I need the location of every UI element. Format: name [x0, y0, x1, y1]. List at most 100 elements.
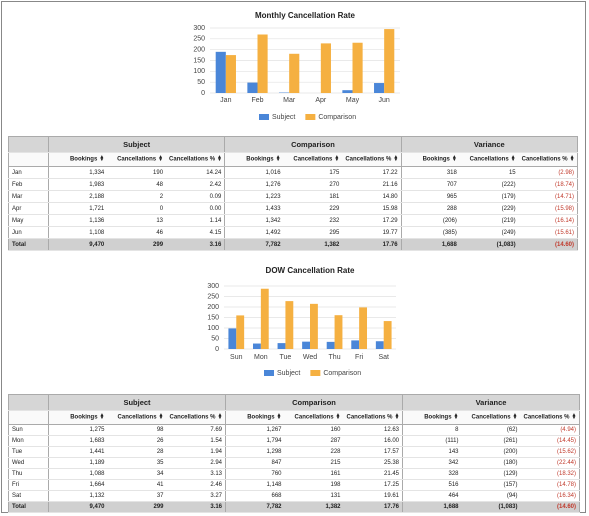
legend-label: Subject [277, 370, 300, 377]
column-header[interactable]: Cancellations % ▲ ▼ [342, 152, 402, 167]
column-header[interactable]: Cancellations % ▲ ▼ [518, 152, 578, 167]
blank [8, 136, 49, 153]
x-tick-label: Wed [303, 354, 317, 361]
y-tick-label: 0 [201, 90, 205, 97]
column-header[interactable]: Bookings ▲ ▼ [400, 152, 460, 167]
bar [383, 321, 392, 349]
column-label: Cancellations [471, 414, 511, 421]
column-header[interactable]: Bookings ▲ ▼ [48, 152, 108, 167]
cell: 4.15 [166, 226, 225, 239]
monthly-table: Subject Comparison Variance Bookings ▲ ▼ Cance… [8, 136, 578, 251]
column-label: Bookings [422, 156, 450, 163]
bar [342, 90, 353, 93]
x-tick-label: Sat [378, 354, 389, 361]
sort-icon: ▲ ▼ [510, 154, 516, 164]
x-tick-label: Mon [254, 354, 268, 361]
column-header[interactable]: Cancellations ▲ ▼ [461, 410, 521, 425]
data-row: Tue 1,441 28 1.94 1,298 228 17.57 143 (200) (15.6… [8, 446, 580, 458]
bar [228, 328, 237, 349]
bar [374, 83, 385, 93]
y-tick-label: 150 [193, 57, 205, 64]
cell: 7,782 [224, 238, 284, 251]
column-header[interactable]: Bookings ▲ ▼ [48, 410, 108, 425]
bar [277, 343, 286, 349]
column-label: Cancellations % [169, 414, 216, 421]
cell: May [8, 214, 49, 227]
cell: (1,083) [461, 501, 521, 513]
sort-icon: ▲ ▼ [569, 154, 575, 164]
cell: (94) [461, 490, 521, 502]
column-header[interactable]: Cancellations % ▲ ▼ [166, 152, 225, 167]
cell: 2 [107, 190, 167, 203]
cell: 3.13 [166, 468, 226, 480]
cell: 14.24 [166, 166, 225, 179]
cell: 19.61 [343, 490, 403, 502]
bar [352, 42, 363, 93]
column-label: Bookings [70, 414, 98, 421]
column-header[interactable]: Bookings ▲ ▼ [224, 152, 284, 167]
y-tick-label: 250 [193, 36, 205, 43]
cell: 175 [283, 166, 343, 179]
group-row: Subject Comparison Variance [8, 136, 578, 153]
legend-swatch [305, 114, 316, 120]
data-row: May 1,136 13 1.14 1,342 232 17.29 (206) (219) (16… [8, 214, 578, 227]
column-header[interactable]: Cancellations ▲ ▼ [284, 410, 344, 425]
cell: 19.77 [342, 226, 402, 239]
bar [257, 34, 268, 93]
column-header[interactable]: Bookings ▲ ▼ [402, 410, 462, 425]
cell: (129) [461, 468, 521, 480]
cell: 161 [284, 468, 344, 480]
column-header[interactable]: Cancellations ▲ ▼ [459, 152, 519, 167]
cell: (2.98) [518, 166, 578, 179]
cell: (14.78) [520, 479, 580, 491]
cell: (14.45) [520, 435, 580, 447]
sort-icon: ▲ ▼ [451, 154, 457, 164]
cell: 7.69 [166, 424, 226, 436]
total-row: Total 9,470 299 3.16 7,782 1,382 17.76 1,688 (1,… [8, 238, 578, 251]
y-tick-label: 200 [193, 47, 205, 54]
column-label: Cancellations % [521, 156, 568, 163]
column-label: Cancellations [293, 156, 333, 163]
cell: 1.54 [166, 435, 226, 447]
cell: 847 [225, 457, 285, 469]
bar [215, 51, 226, 93]
data-row: Thu 1,088 34 3.13 760 161 21.45 328 (129) (18.32) [8, 468, 580, 480]
sort-icon: ▲ ▼ [393, 154, 399, 164]
column-label: Cancellations [469, 156, 509, 163]
column-header[interactable]: Bookings ▲ ▼ [225, 410, 285, 425]
cell: 14.80 [342, 190, 402, 203]
data-row: Fri 1,664 41 2.46 1,148 198 17.25 516 (157) (14.7… [8, 479, 580, 491]
cell: 1,136 [48, 214, 108, 227]
column-header[interactable]: Cancellations % ▲ ▼ [343, 410, 403, 425]
cell: 1,492 [224, 226, 284, 239]
sort-icon: ▲ ▼ [335, 412, 341, 422]
column-header[interactable]: Cancellations % ▲ ▼ [166, 410, 226, 425]
cell: 965 [400, 190, 460, 203]
sort-icon: ▲ ▼ [571, 412, 577, 422]
column-header[interactable]: Cancellations ▲ ▼ [283, 152, 343, 167]
column-header[interactable]: Cancellations % ▲ ▼ [520, 410, 580, 425]
cell: Tue [8, 446, 49, 458]
cell: (1,083) [459, 238, 519, 251]
cell: (16.34) [520, 490, 580, 502]
bar [334, 315, 343, 349]
column-header[interactable]: Cancellations ▲ ▼ [107, 152, 167, 167]
cell: 1,088 [48, 468, 108, 480]
cell: (18.32) [520, 468, 580, 480]
sort-icon: ▲ ▼ [99, 154, 105, 164]
column-header[interactable]: Cancellations ▲ ▼ [107, 410, 167, 425]
cell: 1,382 [284, 501, 344, 513]
legend-label: Comparison [318, 114, 356, 121]
cell: 9,470 [48, 238, 108, 251]
cell: 15.98 [342, 202, 402, 215]
data-row: Jan 1,334 190 14.24 1,016 175 17.22 318 15 (2.98) [8, 166, 578, 179]
x-tick-label: Apr [315, 97, 327, 104]
sort-icon: ▲ ▼ [453, 412, 459, 422]
y-tick-label: 150 [207, 314, 219, 321]
y-tick-label: 300 [207, 283, 219, 290]
y-tick-label: 50 [211, 335, 219, 342]
cell: (22.44) [520, 457, 580, 469]
cell: 2.46 [166, 479, 226, 491]
y-tick-label: 300 [193, 25, 205, 32]
cell: 198 [284, 479, 344, 491]
